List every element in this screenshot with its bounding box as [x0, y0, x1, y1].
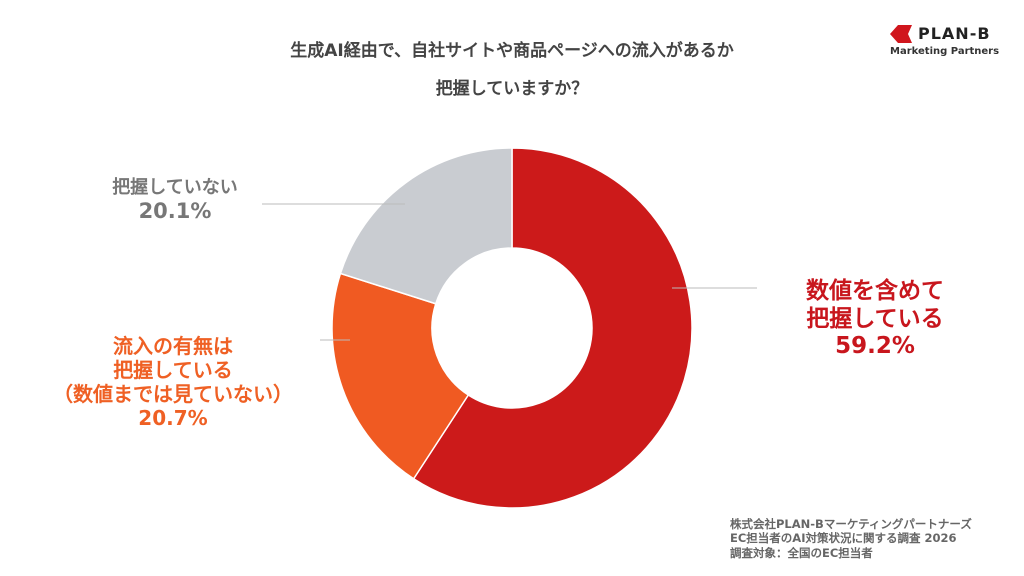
label-slice-1-line-1: 流入の有無は — [113, 334, 233, 358]
value-label-slice-0: 59.2% — [835, 333, 915, 360]
footer-source: 株式会社PLAN-Bマーケティングパートナーズ EC担当者のAI対策状況に関する… — [730, 517, 972, 560]
label-slice-1-line-2: 把握している — [113, 358, 233, 382]
chart-title-line-2: 把握していますか？ — [435, 79, 589, 99]
logo-subtitle: Marketing Partners — [890, 46, 1000, 57]
label-slice-0-line-1: 数値を含めて — [806, 278, 944, 304]
footer-line-3: 調査対象：全国のEC担当者 — [730, 545, 873, 560]
donut-slice-1 — [331, 272, 470, 480]
label-slice-0: 数値を含めて 把握している 59.2% — [770, 278, 980, 361]
donut-slice-2 — [339, 147, 513, 305]
label-slice-1: 流入の有無は 把握している （数値までは見ていない） 20.7% — [28, 334, 318, 430]
value-label-slice-2: 20.1% — [138, 198, 212, 223]
logo-mark-icon — [890, 25, 912, 43]
label-slice-2-line-1: 把握していない — [112, 177, 238, 198]
donut-slice-0 — [412, 147, 693, 509]
logo-name: PLAN-B — [918, 24, 991, 43]
chart-title-line-1: 生成AI経由で、自社サイトや商品ページへの流入があるか — [290, 41, 734, 61]
label-slice-2: 把握していない 20.1% — [90, 177, 260, 224]
label-slice-1-line-3: （数値までは見ていない） — [53, 382, 293, 406]
label-slice-0-line-2: 把握している — [806, 305, 944, 332]
value-label-slice-1: 20.7% — [138, 406, 208, 430]
footer-line-1: 株式会社PLAN-Bマーケティングパートナーズ — [730, 517, 972, 531]
footer-line-2: EC担当者のAI対策状況に関する調査 2026 — [730, 531, 957, 546]
